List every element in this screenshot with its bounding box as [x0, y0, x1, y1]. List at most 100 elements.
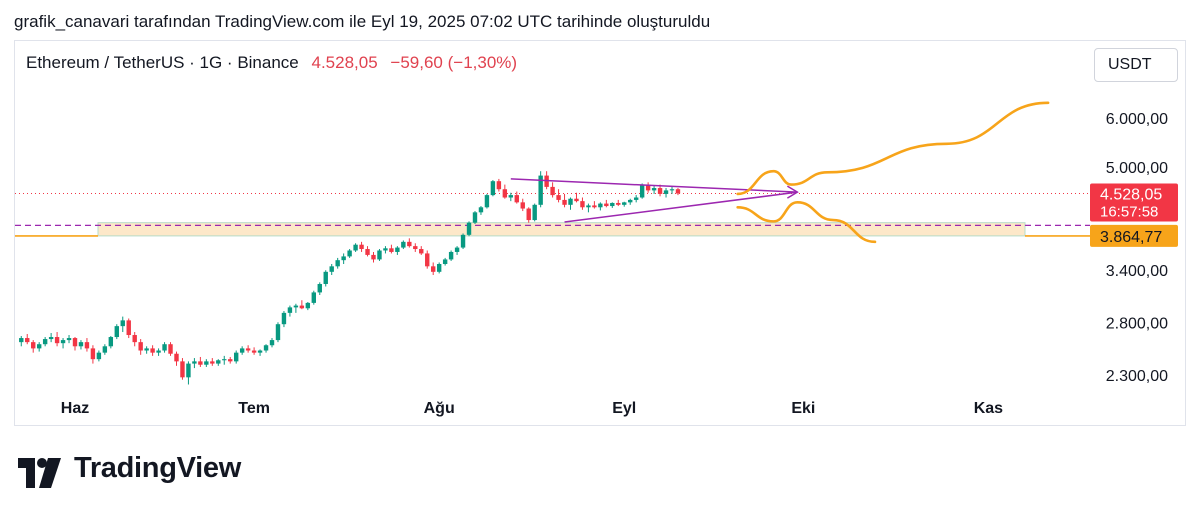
- candle-body: [353, 244, 358, 251]
- candle-body: [490, 181, 496, 196]
- candle-body: [72, 338, 78, 347]
- candle-body: [31, 342, 36, 349]
- triangle-arrowhead-icon: [786, 185, 799, 199]
- candle-body: [425, 253, 430, 267]
- candle-body: [401, 241, 406, 248]
- candle-body: [84, 342, 90, 349]
- candle-body: [413, 246, 418, 250]
- candle-body: [126, 320, 131, 336]
- candle-body: [431, 266, 436, 272]
- candle-body: [275, 324, 281, 341]
- candle-body: [478, 207, 484, 213]
- candle-body: [138, 342, 143, 351]
- candle-body: [293, 305, 299, 308]
- symbol-label[interactable]: Ethereum / TetherUS · 1G · Binance: [26, 53, 299, 72]
- x-tick-label: Kas: [974, 400, 1003, 417]
- candle-body: [150, 348, 155, 353]
- candle-body: [233, 352, 239, 362]
- candle-body: [502, 189, 508, 198]
- candle-body: [245, 348, 251, 351]
- candle-body: [574, 198, 579, 202]
- support-price-tag-value: 3.864,77: [1100, 229, 1162, 246]
- candle-body: [251, 350, 257, 353]
- candle-body: [239, 348, 245, 353]
- candle-body: [454, 247, 460, 252]
- candle-body: [186, 363, 191, 378]
- candle-body: [377, 250, 382, 260]
- candle-body: [347, 250, 352, 257]
- candle-body: [639, 184, 645, 198]
- candle-body: [436, 264, 442, 272]
- projection-down-curve: [736, 201, 877, 244]
- chart-legend[interactable]: Ethereum / TetherUS · 1G · Binance 4.528…: [26, 53, 517, 73]
- candle-body: [508, 195, 514, 198]
- candle-body: [311, 292, 316, 303]
- x-tick-label: Haz: [61, 400, 89, 417]
- candle-body: [669, 189, 675, 191]
- candle-body: [341, 256, 346, 261]
- candle-body: [108, 337, 114, 347]
- candle-body: [216, 360, 221, 364]
- candle-body: [532, 204, 537, 221]
- countdown-label: 16:57:58: [1100, 203, 1158, 220]
- last-price: 4.528,05: [311, 53, 378, 72]
- candle-body: [616, 202, 621, 205]
- candle-body: [610, 202, 615, 207]
- candle-body: [592, 205, 597, 208]
- x-tick-label: Eyl: [612, 400, 636, 417]
- candle-body: [36, 344, 42, 349]
- candle-body: [586, 205, 591, 208]
- y-tick-label: 3.400,00: [1106, 263, 1168, 280]
- candle-body: [144, 348, 149, 351]
- candle-body: [317, 283, 322, 293]
- candle-body: [132, 335, 137, 343]
- candle-body: [460, 234, 466, 248]
- last-price-tag: [1090, 183, 1178, 222]
- candle-body: [526, 208, 531, 221]
- candle-body: [604, 203, 609, 207]
- candle-body: [663, 190, 669, 194]
- triangle-lower-line: [564, 191, 798, 223]
- candle-body: [466, 222, 472, 235]
- candle-body: [96, 352, 102, 360]
- candle-body: [120, 320, 125, 327]
- candle-body: [90, 348, 96, 360]
- candle-body: [263, 345, 269, 351]
- candle-body: [156, 350, 161, 353]
- candle-body: [633, 197, 639, 200]
- candle-body: [102, 346, 108, 353]
- candle-body: [395, 247, 400, 252]
- candle-body: [269, 340, 275, 346]
- candle-body: [25, 338, 30, 343]
- candle-body: [520, 202, 525, 209]
- candle-body: [365, 249, 370, 255]
- last-price-tag-value: 4.528,05: [1100, 186, 1162, 203]
- candle-body: [204, 361, 209, 365]
- chart-frame: [14, 40, 1186, 426]
- brand-wordmark: TradingView: [74, 452, 241, 484]
- candle-body: [598, 203, 603, 208]
- projection-up-curve: [736, 101, 1050, 196]
- candle-body: [359, 244, 364, 250]
- candle-body: [556, 195, 561, 200]
- candle-body: [281, 312, 287, 325]
- price-change: −59,60 (−1,30%): [390, 53, 518, 72]
- candle-body: [329, 266, 334, 272]
- candle-body: [550, 186, 555, 196]
- candle-body: [174, 353, 179, 362]
- candle-body: [42, 339, 48, 345]
- candle-body: [448, 251, 454, 260]
- y-tick-label: 2.300,00: [1106, 368, 1168, 385]
- candle-body: [168, 344, 173, 354]
- candle-body: [442, 259, 448, 265]
- x-tick-label: Ağu: [424, 400, 455, 417]
- candle-body: [514, 195, 519, 203]
- y-tick-label: 5.000,00: [1106, 160, 1168, 177]
- candle-body: [60, 340, 66, 344]
- y-tick-label: 2.800,00: [1106, 315, 1168, 332]
- x-tick-label: Tem: [238, 400, 270, 417]
- candle-body: [472, 212, 478, 223]
- candle-body: [651, 188, 657, 191]
- currency-unit-button[interactable]: USDT: [1094, 48, 1178, 82]
